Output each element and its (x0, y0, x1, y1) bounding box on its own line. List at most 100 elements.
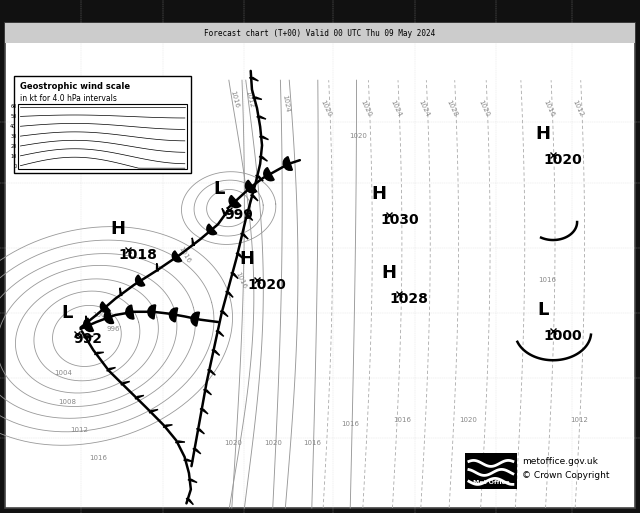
Text: Met Office: Met Office (472, 480, 509, 485)
Polygon shape (241, 233, 248, 239)
Polygon shape (222, 208, 227, 215)
Polygon shape (230, 272, 238, 279)
Wedge shape (84, 318, 93, 331)
Text: L: L (62, 304, 73, 322)
Text: H: H (239, 250, 255, 268)
Text: 1004: 1004 (54, 370, 72, 376)
FancyBboxPatch shape (465, 453, 517, 489)
Text: 1020: 1020 (264, 440, 282, 446)
Text: 1030: 1030 (380, 213, 419, 227)
Text: 30: 30 (10, 134, 17, 139)
Text: 992: 992 (73, 331, 102, 346)
Polygon shape (259, 156, 268, 161)
Polygon shape (184, 459, 193, 462)
Polygon shape (220, 311, 228, 317)
Text: H: H (381, 264, 396, 282)
Text: 1016: 1016 (393, 417, 411, 423)
Wedge shape (126, 305, 134, 319)
Text: 1016: 1016 (230, 89, 240, 108)
Polygon shape (120, 288, 122, 296)
Wedge shape (100, 302, 110, 312)
Text: Geostrophic wind scale: Geostrophic wind scale (20, 82, 131, 91)
Polygon shape (163, 425, 172, 427)
Text: H: H (536, 125, 550, 143)
Text: 1012: 1012 (571, 417, 589, 423)
Polygon shape (200, 409, 208, 414)
Text: 1016: 1016 (235, 271, 248, 289)
Polygon shape (121, 382, 130, 385)
Polygon shape (192, 238, 194, 246)
Polygon shape (175, 441, 185, 443)
Wedge shape (229, 195, 241, 208)
Wedge shape (136, 275, 145, 286)
Text: 1024: 1024 (389, 99, 402, 117)
Polygon shape (86, 316, 88, 324)
Wedge shape (207, 224, 217, 234)
Text: in kt for 4.0 hPa intervals: in kt for 4.0 hPa intervals (20, 93, 117, 103)
Polygon shape (250, 195, 258, 201)
Polygon shape (236, 253, 244, 259)
Text: 996: 996 (107, 326, 120, 332)
FancyBboxPatch shape (5, 23, 635, 43)
Text: 1028: 1028 (446, 98, 459, 117)
Polygon shape (186, 499, 193, 505)
Text: 1000: 1000 (92, 312, 110, 318)
Wedge shape (170, 308, 178, 322)
Polygon shape (250, 77, 259, 81)
Polygon shape (193, 448, 201, 454)
FancyBboxPatch shape (15, 75, 191, 173)
Wedge shape (191, 312, 200, 326)
Text: Forecast chart (T+00) Valid 00 UTC Thu 09 May 2024: Forecast chart (T+00) Valid 00 UTC Thu 0… (204, 29, 436, 37)
Text: 1016: 1016 (89, 455, 108, 461)
Wedge shape (246, 180, 257, 193)
Text: 1012: 1012 (244, 89, 255, 108)
Polygon shape (107, 367, 116, 371)
Polygon shape (226, 291, 233, 298)
Wedge shape (172, 251, 182, 262)
Text: 1012: 1012 (70, 427, 88, 433)
Text: 10: 10 (10, 154, 17, 159)
Polygon shape (84, 336, 93, 338)
Text: 1028: 1028 (389, 292, 428, 306)
Polygon shape (135, 396, 144, 399)
Text: 1016: 1016 (177, 245, 191, 264)
Text: © Crown Copyright: © Crown Copyright (522, 471, 609, 480)
Polygon shape (255, 175, 263, 181)
Text: 1012: 1012 (572, 98, 585, 117)
Text: metoffice.gov.uk: metoffice.gov.uk (522, 458, 598, 466)
Polygon shape (207, 370, 215, 375)
Polygon shape (188, 479, 197, 483)
Wedge shape (148, 305, 156, 319)
Text: H: H (372, 185, 387, 203)
Text: 1000: 1000 (544, 329, 582, 343)
Polygon shape (252, 97, 262, 100)
Text: 1020: 1020 (544, 152, 582, 167)
Text: 1020: 1020 (459, 417, 477, 423)
Text: 20: 20 (10, 144, 17, 149)
Text: 1016: 1016 (542, 98, 556, 117)
Polygon shape (196, 428, 204, 434)
FancyBboxPatch shape (19, 104, 187, 169)
Polygon shape (212, 350, 220, 356)
Text: 1020: 1020 (248, 278, 286, 292)
Text: 1024: 1024 (417, 99, 431, 117)
Text: 1016: 1016 (303, 440, 321, 446)
Text: 1020: 1020 (320, 98, 333, 117)
Text: 1018: 1018 (118, 248, 157, 262)
Text: 60: 60 (10, 104, 17, 109)
Text: 1024: 1024 (281, 94, 290, 113)
Wedge shape (284, 156, 292, 170)
Text: 1020: 1020 (349, 133, 367, 139)
Text: 1020: 1020 (224, 440, 242, 446)
Text: H: H (110, 220, 125, 238)
Text: L: L (538, 301, 548, 319)
Text: 0: 0 (13, 164, 17, 169)
Text: L: L (213, 181, 225, 199)
Polygon shape (257, 116, 266, 119)
Polygon shape (95, 352, 104, 354)
Polygon shape (157, 263, 158, 271)
Wedge shape (104, 310, 114, 324)
Text: 1016: 1016 (341, 421, 359, 427)
Polygon shape (149, 409, 158, 413)
Text: 999: 999 (224, 208, 253, 223)
